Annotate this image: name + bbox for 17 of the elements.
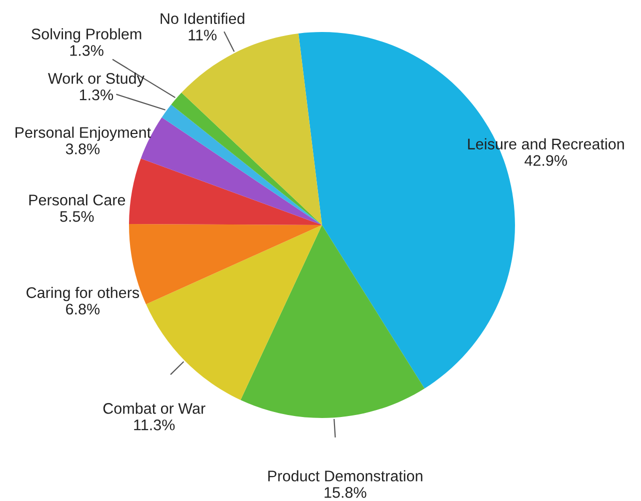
data-label: 6.8% [66, 304, 100, 315]
slice-label: Personal Care [29, 194, 126, 206]
slice-label: Solving Problem [32, 28, 142, 42]
slice-label: Work or Study [48, 72, 144, 87]
data-label: 11% [188, 30, 217, 40]
slice-label: Product Demonstration [268, 470, 422, 482]
data-label: 3.8% [66, 144, 100, 154]
slice-label: Caring for others [26, 286, 140, 302]
data-label: 1.3% [70, 45, 104, 56]
slice-label: No Identified [160, 12, 244, 24]
data-label: 11.3% [134, 420, 175, 430]
slice-label: Combat or War [103, 402, 206, 414]
data-label: 5.5% [60, 211, 94, 222]
data-label: 42.9% [524, 155, 567, 166]
data-label: 1.3% [80, 89, 114, 100]
slice-label: Personal Enjoyment [16, 126, 151, 141]
data-label: 15.8% [324, 487, 366, 498]
